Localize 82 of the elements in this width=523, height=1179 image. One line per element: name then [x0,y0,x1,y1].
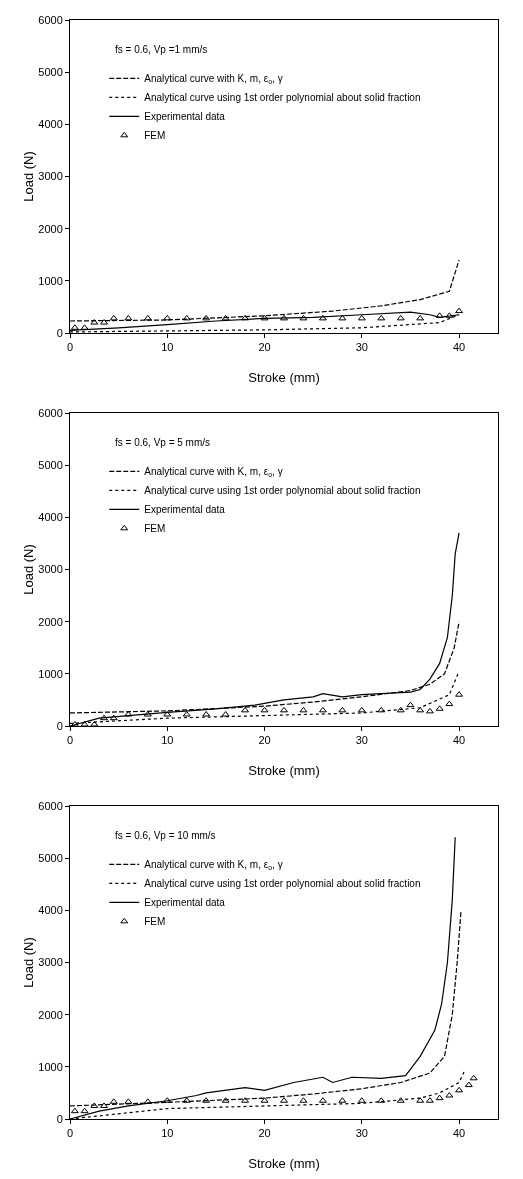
y-axis-title: Load (N) [21,151,37,202]
x-tick-label: 30 [355,734,368,747]
point [396,314,405,321]
x-tick-label: 20 [258,1127,271,1140]
y-tick-label: 0 [56,326,63,339]
y-tick-label: 4000 [38,904,63,917]
point [338,314,347,321]
x-tick-label: 0 [66,341,74,354]
point [280,1097,288,1103]
annotation: fs = 0.6, Vp = 5 mm/s [115,437,211,448]
y-tick-label: 5000 [38,66,63,79]
point [124,314,133,321]
x-tick-label: 20 [258,734,271,747]
point [435,1094,444,1101]
point [221,314,230,321]
legend-label: FEM [144,523,166,535]
legend-label: Experimental data [144,897,226,909]
point [163,314,172,321]
point [455,1086,464,1093]
y-tick-label: 2000 [38,615,63,628]
y-tick-label: 6000 [38,13,63,26]
point [280,314,288,321]
point [182,314,191,321]
legend-label: Analytical curve with K, m, ε$_{o}$, γ [144,466,283,479]
x-tick-label: 20 [258,341,271,354]
y-tick-label: 0 [56,1112,63,1125]
x-tick-label: 10 [161,1127,174,1140]
point [70,1107,79,1114]
legend-label: Analytical curve using 1st order polynomial about solid fraction [144,485,421,497]
y-tick-label: 5000 [38,459,63,472]
x-axis-title: Stroke (mm) [248,1156,320,1171]
y-tick-label: 3000 [38,170,63,183]
y-tick-label: 1000 [38,274,63,287]
y-axis-title: Load (N) [21,937,37,988]
y-tick-label: 4000 [38,118,63,131]
y-tick-label: 3000 [38,956,63,969]
y-tick-label: 6000 [38,406,63,419]
x-tick-label: 10 [161,341,174,354]
y-tick-label: 1000 [38,1060,63,1073]
x-tick-label: 30 [355,1127,368,1140]
x-tick-label: 30 [355,341,368,354]
annotation: fs = 0.6, Vp = 10 mm/s [115,830,216,841]
point [469,1074,478,1081]
point [109,314,118,321]
y-tick-label: 5000 [38,852,63,865]
x-tick-label: 10 [161,734,174,747]
y-tick-label: 3000 [38,563,63,576]
legend-label: Analytical curve using 1st order polynomial about solid fraction [144,92,421,104]
point [464,1081,473,1088]
x-axis-title: Stroke (mm) [248,370,320,385]
point [357,314,366,321]
legend-label: Analytical curve with K, m, ε$_{o}$, γ [144,73,283,86]
x-tick-label: 0 [66,1127,74,1140]
annotation: fs = 0.6, Vp =1 mm/s [115,44,208,55]
point [416,314,425,321]
x-tick-label: 40 [452,734,466,747]
point [455,307,464,314]
point [143,314,152,321]
y-tick-label: 4000 [38,511,63,524]
point [260,314,269,321]
point [241,314,250,321]
y-tick-label: 1000 [38,667,63,680]
legend-label: FEM [144,130,166,142]
legend-label: Analytical curve using 1st order polynomial about solid fraction [144,878,421,890]
legend-label: FEM [144,916,166,928]
x-tick-label: 40 [452,1127,466,1140]
x-tick-label: 40 [452,341,466,354]
point [202,314,211,321]
x-axis-title: Stroke (mm) [248,763,320,778]
y-tick-label: 0 [56,719,63,732]
legend-label: Experimental data [144,504,226,516]
y-tick-label: 6000 [38,799,63,812]
y-tick-label: 2000 [38,222,63,235]
point [299,314,308,321]
y-tick-label: 2000 [38,1008,63,1021]
legend-label: Analytical curve with K, m, ε$_{o}$, γ [144,859,283,872]
legend-label: Experimental data [144,111,226,123]
y-axis-title: Load (N) [21,544,37,595]
point [318,314,327,321]
x-tick-label: 0 [66,734,74,747]
point [377,314,386,321]
point [80,1107,89,1114]
